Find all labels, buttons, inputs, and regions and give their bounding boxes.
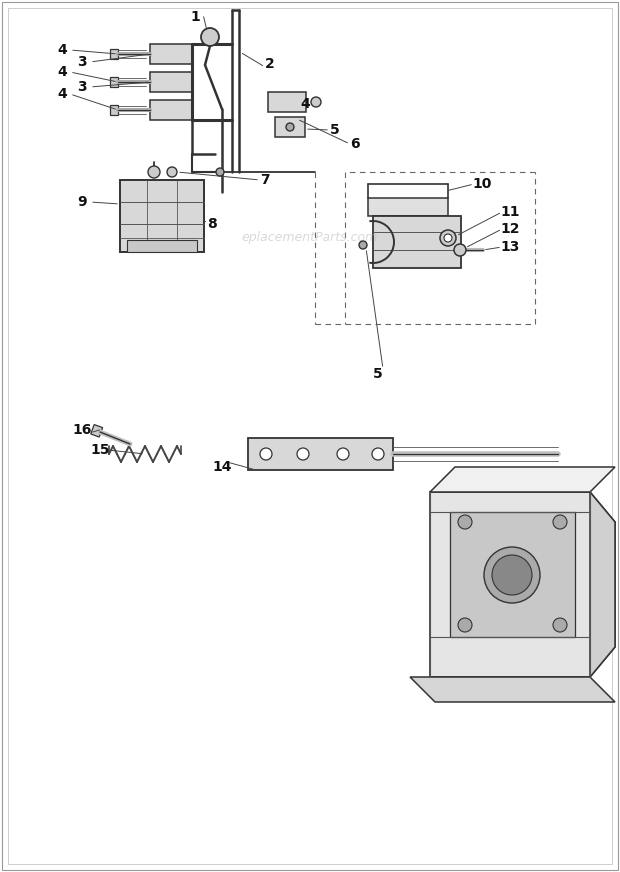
Text: 10: 10 xyxy=(472,177,492,191)
Text: eplacementParts.com: eplacementParts.com xyxy=(242,230,378,243)
Text: 16: 16 xyxy=(73,423,92,437)
Text: 14: 14 xyxy=(212,460,232,474)
Text: 3: 3 xyxy=(77,55,87,69)
Circle shape xyxy=(440,230,456,246)
Circle shape xyxy=(337,448,349,460)
Bar xyxy=(368,198,448,216)
Text: 11: 11 xyxy=(500,205,520,219)
Bar xyxy=(150,44,192,64)
Text: 4: 4 xyxy=(57,65,67,79)
Bar xyxy=(110,49,118,59)
Text: 1: 1 xyxy=(190,10,200,24)
Bar xyxy=(150,72,192,92)
Polygon shape xyxy=(430,492,615,677)
Text: 5: 5 xyxy=(373,367,383,381)
Bar xyxy=(150,100,192,120)
Polygon shape xyxy=(450,512,575,637)
Text: 6: 6 xyxy=(350,137,360,151)
Circle shape xyxy=(492,555,532,595)
Bar xyxy=(275,117,305,137)
Text: 5: 5 xyxy=(330,123,340,137)
Text: 13: 13 xyxy=(500,240,520,254)
Bar xyxy=(127,240,197,252)
Text: 3: 3 xyxy=(77,80,87,94)
Circle shape xyxy=(553,618,567,632)
Circle shape xyxy=(297,448,309,460)
Circle shape xyxy=(167,167,177,177)
Bar xyxy=(91,425,103,437)
Text: 9: 9 xyxy=(77,195,87,209)
Text: 2: 2 xyxy=(265,57,275,71)
Bar xyxy=(110,105,118,115)
Circle shape xyxy=(444,234,452,242)
Circle shape xyxy=(458,618,472,632)
Circle shape xyxy=(201,28,219,46)
Circle shape xyxy=(216,168,224,176)
Text: 4: 4 xyxy=(57,87,67,101)
Bar xyxy=(268,92,306,112)
Circle shape xyxy=(372,448,384,460)
Circle shape xyxy=(454,244,466,256)
Circle shape xyxy=(148,166,160,178)
Bar xyxy=(373,216,461,268)
Bar xyxy=(248,438,393,470)
Text: 4: 4 xyxy=(300,97,310,111)
Circle shape xyxy=(286,123,294,131)
Text: 12: 12 xyxy=(500,222,520,236)
Circle shape xyxy=(458,515,472,529)
Circle shape xyxy=(311,97,321,107)
Circle shape xyxy=(260,448,272,460)
Polygon shape xyxy=(410,677,615,702)
Circle shape xyxy=(484,547,540,603)
Circle shape xyxy=(359,241,367,249)
Polygon shape xyxy=(430,467,615,492)
Text: 15: 15 xyxy=(91,443,110,457)
Bar xyxy=(110,77,118,87)
Bar xyxy=(120,180,204,252)
Polygon shape xyxy=(590,492,615,677)
Text: 7: 7 xyxy=(260,173,270,187)
Circle shape xyxy=(553,515,567,529)
Text: 8: 8 xyxy=(207,217,217,231)
Text: 4: 4 xyxy=(57,43,67,57)
